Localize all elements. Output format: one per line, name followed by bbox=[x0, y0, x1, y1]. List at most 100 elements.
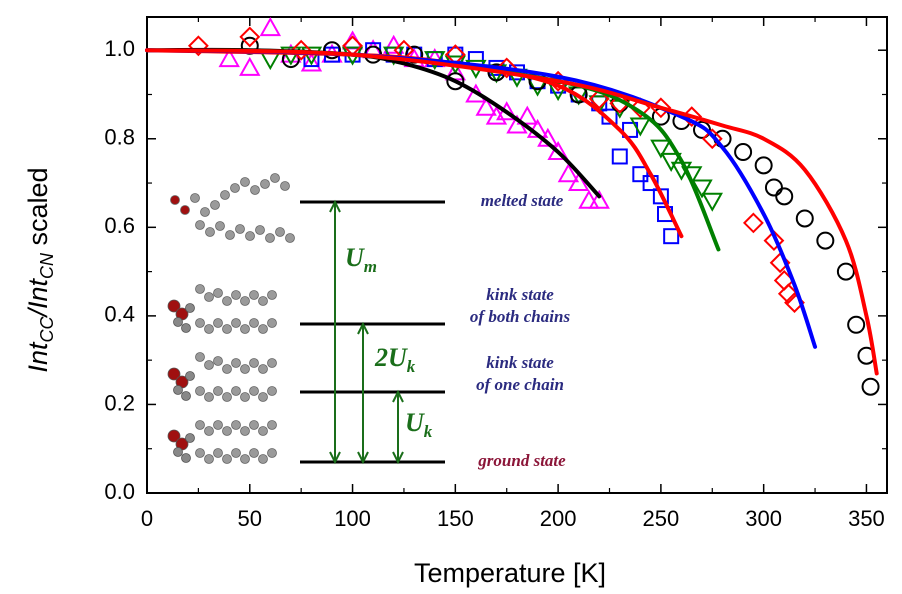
chart: Temperature [K] IntCC/IntCN scaled melte… bbox=[0, 0, 902, 594]
molecule bbox=[171, 174, 295, 243]
atom bbox=[205, 325, 214, 334]
atom bbox=[259, 325, 268, 334]
data-point bbox=[735, 144, 751, 160]
atom bbox=[214, 357, 223, 366]
molecule bbox=[168, 421, 277, 464]
atom bbox=[268, 291, 277, 300]
atom bbox=[221, 191, 230, 200]
energy-arrow bbox=[330, 202, 340, 462]
level-label: of one chain bbox=[476, 375, 564, 394]
atom bbox=[214, 319, 223, 328]
data-point bbox=[664, 229, 678, 243]
atom bbox=[214, 387, 223, 396]
atom bbox=[271, 174, 280, 183]
energy-subscript: k bbox=[424, 422, 433, 441]
y-axis-label: IntCC/IntCN scaled bbox=[23, 167, 57, 372]
y-label-sub: CN bbox=[37, 252, 57, 279]
atom bbox=[205, 393, 214, 402]
atom bbox=[241, 365, 250, 374]
molecule bbox=[168, 353, 277, 402]
atom bbox=[236, 225, 245, 234]
atom bbox=[214, 289, 223, 298]
energy-label: 2Uk bbox=[374, 343, 416, 376]
atom bbox=[205, 361, 214, 370]
atom bbox=[214, 421, 223, 430]
energy-symbol: U bbox=[345, 243, 365, 272]
data-point bbox=[241, 59, 259, 75]
level-label: ground state bbox=[477, 451, 566, 470]
atom bbox=[182, 454, 191, 463]
atom bbox=[232, 359, 241, 368]
atom bbox=[196, 319, 205, 328]
atom bbox=[201, 208, 210, 217]
atom bbox=[286, 234, 295, 243]
atom bbox=[196, 449, 205, 458]
atom bbox=[186, 304, 195, 313]
x-tick-label: 200 bbox=[540, 506, 577, 531]
data-point bbox=[766, 179, 782, 195]
data-point bbox=[261, 19, 279, 35]
atom bbox=[174, 318, 183, 327]
energy-arrow bbox=[393, 392, 403, 462]
x-tick-label: 150 bbox=[437, 506, 474, 531]
atom bbox=[250, 449, 259, 458]
atom bbox=[186, 434, 195, 443]
atom bbox=[205, 455, 214, 464]
data-point bbox=[848, 317, 864, 333]
y-tick-label: 0.4 bbox=[104, 302, 135, 327]
atom bbox=[231, 184, 240, 193]
atom bbox=[232, 421, 241, 430]
atom bbox=[250, 359, 259, 368]
atom bbox=[246, 232, 255, 241]
data-point bbox=[703, 194, 721, 210]
atom bbox=[268, 421, 277, 430]
atom bbox=[205, 427, 214, 436]
y-tick-label: 0.2 bbox=[104, 390, 135, 415]
atom bbox=[182, 324, 191, 333]
x-tick-label: 50 bbox=[238, 506, 262, 531]
atom bbox=[174, 448, 183, 457]
data-point bbox=[744, 214, 762, 232]
atom bbox=[259, 427, 268, 436]
atom bbox=[259, 365, 268, 374]
atom bbox=[171, 196, 180, 205]
energy-symbol: U bbox=[405, 408, 425, 437]
data-point bbox=[633, 167, 647, 181]
y-label-part: Int bbox=[23, 341, 53, 373]
atom bbox=[196, 221, 205, 230]
atom bbox=[259, 455, 268, 464]
atom bbox=[232, 319, 241, 328]
y-label-part: scaled bbox=[23, 167, 53, 253]
atom bbox=[259, 297, 268, 306]
atom bbox=[268, 449, 277, 458]
atom bbox=[261, 180, 270, 189]
atom bbox=[196, 285, 205, 294]
atom bbox=[241, 427, 250, 436]
atom bbox=[223, 427, 232, 436]
atom bbox=[206, 228, 215, 237]
level-label: kink state bbox=[486, 285, 554, 304]
data-point bbox=[863, 379, 879, 395]
energy-label: Uk bbox=[405, 408, 433, 441]
atom bbox=[281, 182, 290, 191]
x-tick-label: 100 bbox=[334, 506, 371, 531]
atom bbox=[174, 386, 183, 395]
data-point bbox=[613, 149, 627, 163]
data-point bbox=[797, 210, 813, 226]
atom bbox=[250, 387, 259, 396]
atom bbox=[232, 449, 241, 458]
data-point bbox=[344, 32, 362, 48]
y-tick-label: 0.0 bbox=[104, 479, 135, 504]
fit-line bbox=[147, 50, 718, 249]
data-point bbox=[817, 233, 833, 249]
plot-frame bbox=[147, 17, 887, 493]
atom bbox=[268, 359, 277, 368]
atom bbox=[223, 325, 232, 334]
atom bbox=[266, 234, 275, 243]
atom bbox=[232, 291, 241, 300]
level-label: kink state bbox=[486, 353, 554, 372]
energy-subscript: m bbox=[364, 257, 377, 276]
atom bbox=[186, 372, 195, 381]
atom bbox=[223, 297, 232, 306]
data-point bbox=[756, 157, 772, 173]
